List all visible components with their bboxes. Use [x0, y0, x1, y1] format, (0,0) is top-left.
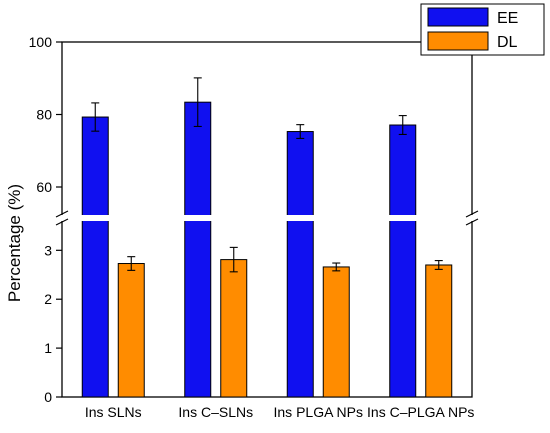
bar-ee-2 — [184, 101, 212, 398]
error-bar-dl-4 — [434, 260, 443, 270]
legend-label-dl: DL — [497, 34, 518, 51]
bar-dl-2 — [220, 259, 248, 398]
y-tick-label: 100 — [29, 34, 53, 50]
error-bar-ee-1 — [91, 102, 100, 132]
error-bar-ee-4 — [398, 115, 407, 135]
y-tick-label: 80 — [36, 107, 52, 123]
y-tick-label: 2 — [44, 291, 52, 307]
error-bar-dl-1 — [127, 256, 136, 271]
bars-layer — [81, 101, 453, 398]
y-tick-label: 60 — [36, 179, 52, 195]
y-tick-label: 1 — [44, 340, 52, 356]
legend-swatch-ee — [427, 7, 489, 27]
legend-label-ee: EE — [497, 10, 518, 27]
bar-ee-3 — [286, 131, 314, 398]
x-tick-label: Ins SLNs — [85, 404, 142, 420]
y-tick-label: 0 — [44, 389, 52, 405]
axis-break-mark — [465, 218, 479, 226]
bar-dl-4 — [425, 264, 453, 398]
axis-break-mark — [55, 218, 69, 226]
x-tick-label: Ins C–PLGA NPs — [367, 404, 474, 420]
x-tick-label: Ins C–SLNs — [178, 404, 253, 420]
legend: EE DL — [420, 3, 545, 56]
error-bar-dl-3 — [332, 262, 341, 272]
axis-break-layer — [54, 210, 480, 226]
error-bar-dl-2 — [229, 246, 238, 273]
axis-break-mark — [465, 210, 479, 218]
error-bar-ee-3 — [296, 124, 305, 139]
axis-break-mark — [55, 210, 69, 218]
legend-swatch-dl — [427, 31, 489, 51]
bar-ee-1 — [81, 116, 109, 398]
x-tick-label: Ins PLGA NPs — [274, 404, 363, 420]
y-tick-label: 3 — [44, 242, 52, 258]
bar-dl-1 — [117, 263, 145, 398]
y-axis-title: Percentage (%) — [5, 184, 24, 302]
tick-layer: Ins SLNs Ins C–SLNs Ins PLGA NPs Ins C–PLGA… — [29, 34, 475, 420]
bar-dl-3 — [322, 266, 350, 398]
bar-ee-4 — [389, 124, 417, 398]
error-bars-layer — [91, 77, 443, 273]
axis-break-gap — [54, 215, 480, 221]
error-bar-ee-2 — [193, 77, 202, 128]
